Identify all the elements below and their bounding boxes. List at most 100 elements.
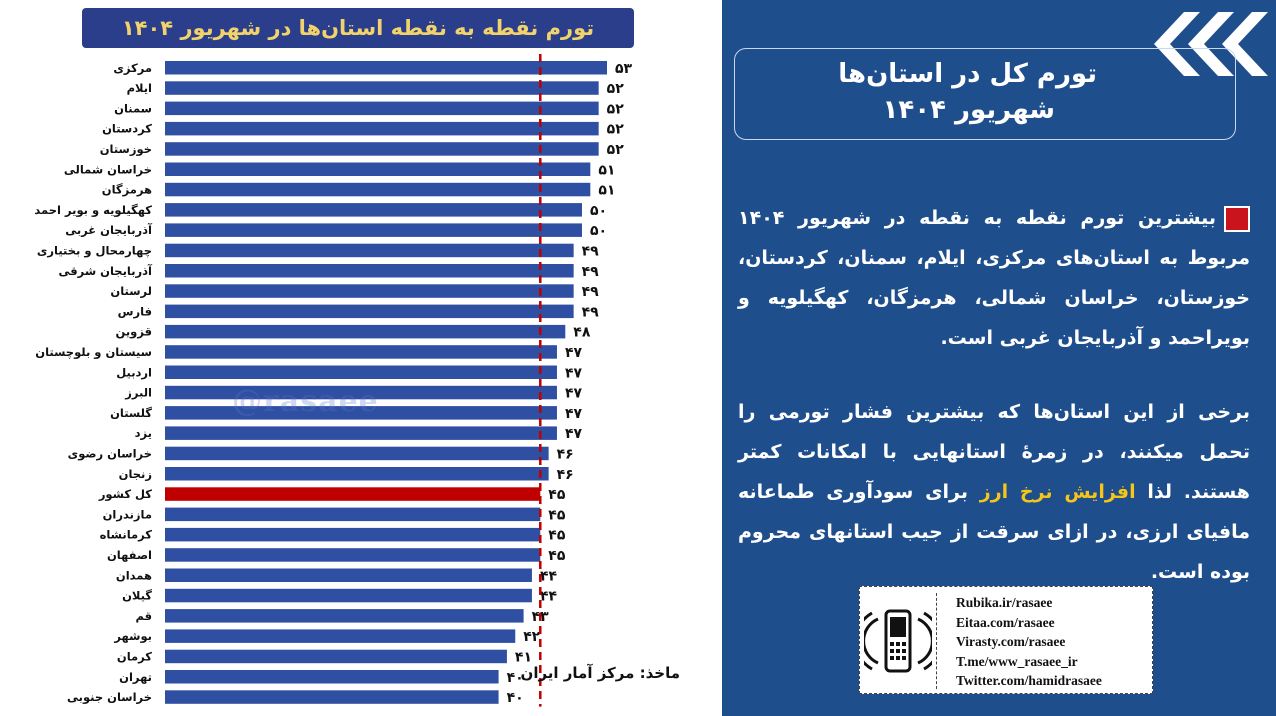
contact-link[interactable]: Twitter.com/hamidrasaee <box>956 673 1102 688</box>
category-label: تهران <box>119 670 152 684</box>
value-label: ۴۸ <box>573 325 591 341</box>
bar <box>165 101 599 116</box>
bar <box>165 507 541 522</box>
value-label: ۴۷ <box>565 406 583 422</box>
value-label: ۵۰ <box>590 223 607 239</box>
bar <box>165 304 574 319</box>
bar <box>165 203 582 217</box>
value-label: ۴۹ <box>582 304 600 320</box>
category-label: کرمانشاه <box>100 528 153 542</box>
chart-title: تورم نقطه به نقطه استان‌ها در شهریور ۱۴۰… <box>82 8 634 48</box>
summary-paragraph: بیشترین تورم نقطه به نقطه در شهریور ۱۴۰۴… <box>738 198 1250 358</box>
category-label: کل کشور <box>98 487 152 502</box>
bar <box>165 264 574 278</box>
category-label: لرستان <box>110 284 152 298</box>
category-label: چهارمحال و بختیاری <box>37 243 152 258</box>
bar <box>165 61 607 75</box>
bar <box>165 365 557 379</box>
bar <box>165 81 599 95</box>
category-label: خوزستان <box>100 142 152 157</box>
category-label: کردستان <box>102 122 152 136</box>
value-label: ۴۹ <box>582 284 600 300</box>
value-label: ۵۲ <box>607 81 625 97</box>
bar <box>165 223 582 237</box>
value-label: ۴۰ <box>507 670 524 686</box>
category-label: اردبیل <box>116 365 152 379</box>
bar <box>165 548 541 562</box>
value-label: ۴۴ <box>540 568 558 584</box>
category-label: آذربایجان غربی <box>65 223 153 237</box>
source-note: ماخذ: مرکز آمار ایران <box>520 664 680 682</box>
red-square-marker <box>1224 205 1250 232</box>
category-label: قزوین <box>116 325 153 340</box>
bar <box>165 243 574 258</box>
value-label: ۴۵ <box>548 507 566 523</box>
bar <box>165 527 541 542</box>
bar <box>165 568 532 582</box>
value-label: ۴۴ <box>540 589 558 605</box>
contact-link[interactable]: Virasty.com/rasaee <box>956 634 1066 649</box>
bar <box>165 284 574 298</box>
mobile-phone-icon <box>864 609 932 673</box>
category-label: البرز <box>124 386 152 400</box>
category-label: کهگیلویه و بویر احمد <box>34 203 152 218</box>
category-label: آذربایجان شرقی <box>59 264 154 278</box>
category-label: زنجان <box>119 467 152 481</box>
bar <box>165 690 499 704</box>
value-label: ۵۱ <box>598 162 615 178</box>
contact-link[interactable]: T.me/www_rasaee_ir <box>956 653 1078 669</box>
value-label: ۴۵ <box>548 548 566 564</box>
contact-link[interactable]: Rubika.ir/rasaee <box>956 595 1053 610</box>
value-label: ۴۶ <box>557 446 574 462</box>
headline-line-1: تورم کل در استان‌ها <box>838 59 1097 89</box>
watermark: @rasaee <box>232 384 379 419</box>
value-label: ۴۹ <box>582 264 600 280</box>
category-label: ایلام <box>127 81 152 95</box>
category-label: اصفهان <box>107 548 152 562</box>
bar <box>165 121 599 136</box>
category-label: مرکزی <box>113 61 152 75</box>
analysis-text-start: برخی از این استان‌ها که بیشترین فشار تور… <box>738 401 1250 503</box>
contact-list: Rubika.ir/rasaee Eitaa.com/rasaee Virast… <box>956 593 1102 691</box>
category-label: گیلان <box>122 589 152 603</box>
category-label: مازندران <box>103 507 152 521</box>
bar <box>165 467 549 481</box>
bar <box>165 629 516 643</box>
analysis-text-end: برای سودآوری طماعانه مافیای ارزی، در ازا… <box>738 481 1250 583</box>
bar <box>165 324 566 339</box>
value-label: ۴۷ <box>565 386 583 402</box>
bar <box>165 162 591 176</box>
value-label: ۵۱ <box>598 183 615 199</box>
category-label: کرمان <box>117 649 152 663</box>
value-label: ۵۲ <box>607 142 625 158</box>
category-label: گلستان <box>110 406 152 420</box>
value-label: ۴۹ <box>582 243 600 259</box>
category-label: همدان <box>116 568 152 582</box>
bar <box>165 609 524 623</box>
value-label: ۵۲ <box>607 101 625 117</box>
value-label: ۴۵ <box>548 528 566 544</box>
value-label: ۴۶ <box>557 467 574 483</box>
category-label: خراسان شمالی <box>64 162 152 176</box>
bar <box>165 385 557 400</box>
category-label: سیستان و بلوچستان <box>35 345 152 360</box>
category-label: بوشهر <box>113 629 152 644</box>
summary-text: بیشترین تورم نقطه به نقطه در شهریور ۱۴۰۴… <box>738 207 1250 349</box>
bar <box>165 426 557 440</box>
value-label: ۵۲ <box>607 122 625 138</box>
contact-link[interactable]: Eitaa.com/rasaee <box>956 614 1055 630</box>
value-label: ۴۰ <box>507 690 524 706</box>
bar-chart: مرکزی ۵۳ ایلام ۵۲ سمنان ۵۲ کردستان ۵۲ خوزستان ۵۲ خ… <box>34 54 633 707</box>
value-label: ۴۷ <box>565 365 583 381</box>
value-label: ۴۵ <box>548 487 566 503</box>
headline-line-2: شهریور ۱۴۰۴ <box>882 95 1055 125</box>
value-label: ۵۳ <box>615 61 633 77</box>
bar <box>165 406 557 420</box>
category-label: فارس <box>118 304 152 318</box>
contact-divider <box>936 593 937 689</box>
value-label: ۴۲ <box>523 629 541 645</box>
bar-highlight <box>165 487 541 501</box>
headline-box: تورم کل در استان‌ها شهریور ۱۴۰۴ <box>734 48 1236 140</box>
chevrons-left-icon <box>1154 12 1268 76</box>
bar <box>165 588 532 603</box>
